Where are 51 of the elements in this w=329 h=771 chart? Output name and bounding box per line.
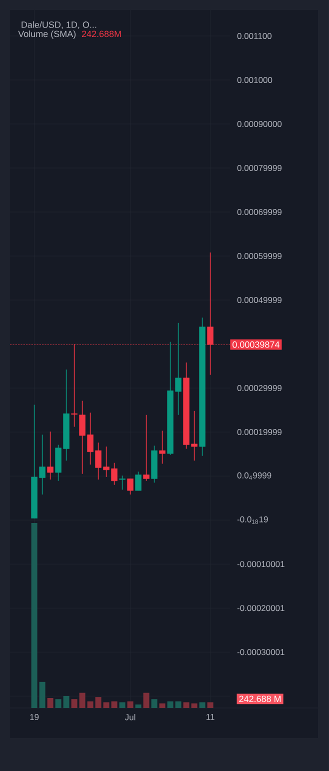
y-tick-label: 0.001000: [237, 76, 272, 83]
bar: [183, 702, 190, 708]
bar: [175, 701, 182, 708]
bar: [71, 699, 78, 708]
candlestick: [119, 475, 126, 490]
bar: [191, 703, 198, 708]
candlestick: [127, 478, 134, 495]
y-tick-label: 0.00059999: [237, 253, 282, 260]
bar: [159, 703, 166, 708]
y-tick-label: 0.00069999: [237, 209, 282, 216]
bar: [47, 698, 54, 708]
bar: [111, 701, 118, 708]
candlestick: [159, 430, 166, 464]
x-tick-label: 11: [206, 714, 214, 720]
chart-title: Volume (SMA): [18, 30, 76, 39]
y-tick-label: -0.00030001: [237, 649, 284, 656]
bar: [199, 702, 206, 708]
bar: [87, 701, 94, 708]
y-tick-label: -0.0$_{18}$19: [237, 516, 268, 524]
bar: [127, 701, 134, 708]
candlestick: [135, 471, 142, 491]
y-tick-label: 0.00049999: [237, 297, 282, 304]
candlestick: [47, 431, 54, 480]
text: 242.688 M: [239, 696, 281, 702]
bar: [31, 522, 38, 708]
y-tick-label: 0.00019999: [237, 429, 282, 436]
ref-line-label: 0.00039874: [232, 341, 280, 348]
bar: [167, 701, 174, 708]
bar: [55, 699, 62, 708]
y-tick-label: -0.00020001: [237, 605, 284, 612]
text: Dale/USD, 1D, O...: [22, 21, 96, 29]
bar: [207, 702, 214, 708]
candlestick: [143, 414, 150, 482]
bar: [143, 692, 150, 708]
bar: [103, 702, 110, 708]
bar: [151, 699, 158, 708]
bar: [119, 702, 126, 708]
x-tick-label: 19: [30, 714, 39, 720]
y-tick-label: 0.00090000: [237, 120, 282, 127]
y-tick-label: 0.00079999: [237, 165, 282, 172]
x-tick-label: Jul: [124, 714, 136, 720]
y-tick-label: 0.00029999: [237, 385, 282, 392]
bar: [135, 704, 142, 708]
y-tick-label: 0.0$_{4}$9999: [237, 472, 272, 480]
bar: [39, 682, 46, 708]
annotation: 242.688M: [82, 30, 121, 38]
y-tick-label: -0.00010001: [237, 561, 284, 568]
bar: [63, 696, 70, 708]
y-tick-label: 0.001100: [237, 32, 272, 39]
bar: [79, 692, 86, 708]
bar: [95, 697, 102, 708]
